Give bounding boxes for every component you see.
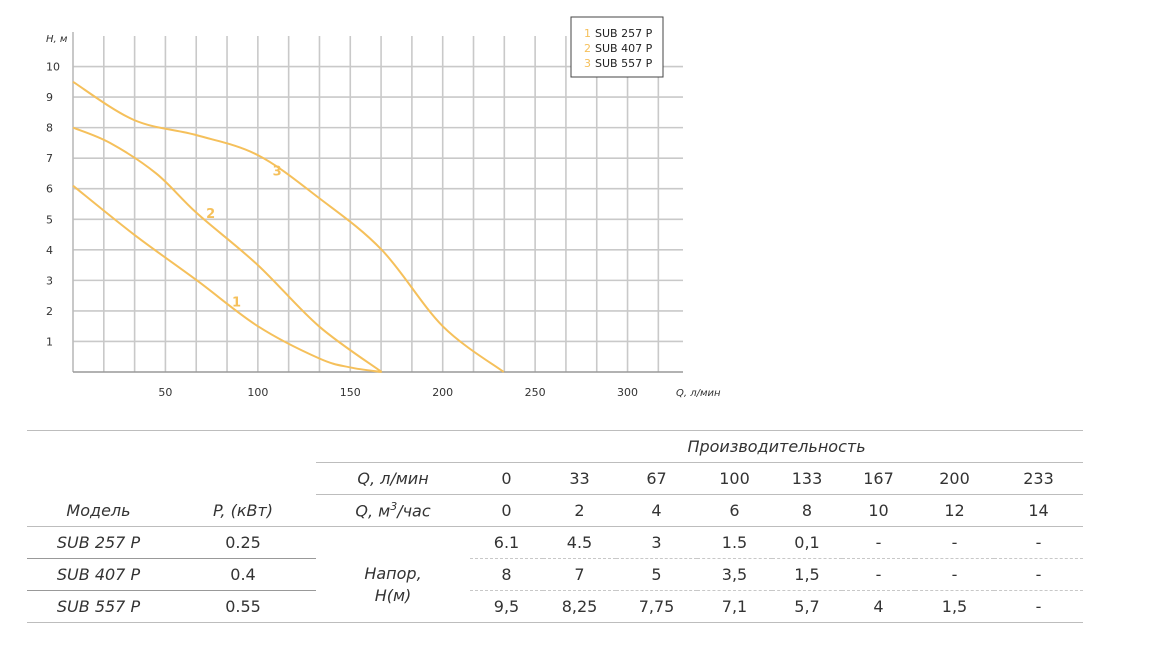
head-value: 9,5 xyxy=(470,590,543,623)
x-tick-label: 150 xyxy=(340,386,361,399)
series-number-label: 1 xyxy=(232,296,241,311)
legend-entry: SUB 557 P xyxy=(595,57,653,70)
legend-number: 2 xyxy=(584,42,591,55)
q-lmin-value: 67 xyxy=(616,462,697,495)
model-name: SUB 557 P xyxy=(27,590,170,623)
q-m3-value: 14 xyxy=(994,494,1084,527)
q-lmin-value: 233 xyxy=(994,462,1084,495)
q-lmin-value: 100 xyxy=(697,462,772,495)
y-tick-label: 3 xyxy=(46,274,53,287)
q-m3-value: 0 xyxy=(470,494,543,527)
chart-legend: 1 SUB 257 P 2 SUB 407 P 3 SUB 557 P xyxy=(570,16,664,78)
head-value: - xyxy=(994,558,1084,591)
q-m3-value: 6 xyxy=(697,494,772,527)
y-axis-label: H, м xyxy=(46,34,68,45)
table-row: SUB 557 P 0.55 9,5 8,25 7,75 7,1 5,7 4 1… xyxy=(27,590,1084,623)
performance-section-title: Производительность xyxy=(470,430,1084,463)
legend-entry: SUB 257 P xyxy=(595,27,653,40)
head-value: 5 xyxy=(616,558,697,591)
head-value: - xyxy=(1035,533,1042,552)
x-tick-label: 300 xyxy=(617,386,638,399)
y-tick-label: 4 xyxy=(46,244,53,257)
series-line-3 xyxy=(72,80,505,373)
legend-box xyxy=(570,16,664,78)
head-label: Напор, Н(м) xyxy=(316,526,470,623)
head-value: 7,1 xyxy=(697,590,772,623)
model-name: SUB 257 P xyxy=(56,533,141,552)
pump-performance-chart: 50 100 150 200 250 300 1 2 3 4 5 6 7 8 9 10 H, м Q, л/м… xyxy=(46,16,721,399)
q-lmin-label: Q, л/мин xyxy=(316,462,470,495)
q-lmin-value: 167 xyxy=(842,462,915,495)
y-tick-label: 6 xyxy=(46,183,53,196)
head-value: - xyxy=(875,533,882,552)
series-number-label: 3 xyxy=(273,164,282,179)
head-value: 3,5 xyxy=(697,558,772,591)
power-value: 0.4 xyxy=(170,558,316,591)
y-tick-label: 9 xyxy=(46,91,53,104)
power-value: 0.55 xyxy=(170,590,316,623)
series-line-1 xyxy=(72,184,382,373)
q-lmin-value: 133 xyxy=(772,462,842,495)
head-value: 6.1 xyxy=(493,533,520,552)
chart-grid xyxy=(72,32,683,373)
x-tick-label: 50 xyxy=(158,386,172,399)
head-value: - xyxy=(994,590,1084,623)
head-value: 1,5 xyxy=(772,558,842,591)
model-name: SUB 407 P xyxy=(27,558,170,591)
legend-number: 1 xyxy=(584,27,591,40)
head-value: 8 xyxy=(470,558,543,591)
q-m3-value: 12 xyxy=(915,494,994,527)
q-lmin-value: 33 xyxy=(543,462,616,495)
q-lmin-value: 200 xyxy=(915,462,994,495)
q-m3-value: 2 xyxy=(543,494,616,527)
q-lmin-value: 0 xyxy=(470,462,543,495)
x-tick-label: 200 xyxy=(432,386,453,399)
legend-number: 3 xyxy=(584,57,591,70)
x-tick-label: 250 xyxy=(525,386,546,399)
head-value: - xyxy=(842,558,915,591)
head-value: 4.5 xyxy=(566,533,593,552)
table-row: SUB 257 P 0.25 Напор, Н(м) 6.1 4.5 3 1.5 … xyxy=(27,526,1083,623)
q-m3-value: 10 xyxy=(842,494,915,527)
series-number-label: 2 xyxy=(206,207,215,222)
model-header: Модель xyxy=(27,494,170,527)
head-value: 7,75 xyxy=(616,590,697,623)
x-axis-label: Q, л/мин xyxy=(676,388,721,399)
y-tick-label: 7 xyxy=(46,152,53,165)
y-tick-label: 10 xyxy=(46,61,60,74)
y-tick-label: 5 xyxy=(46,213,53,226)
chart-series: 1 2 3 xyxy=(72,80,505,373)
head-value: 8,25 xyxy=(543,590,616,623)
power-value: 0.25 xyxy=(225,533,261,552)
head-value: 1,5 xyxy=(915,590,994,623)
head-value: - xyxy=(915,558,994,591)
legend-entry: SUB 407 P xyxy=(595,42,653,55)
q-m3-value: 4 xyxy=(616,494,697,527)
power-header: P, (кВт) xyxy=(170,494,316,527)
series-line-2 xyxy=(72,126,383,373)
y-tick-label: 1 xyxy=(46,335,53,348)
q-m3-label: Q, м3/час xyxy=(316,494,470,527)
head-value: 5,7 xyxy=(772,590,842,623)
performance-table: Производительность Q, л/мин 0 33 67 100 … xyxy=(27,430,1084,623)
head-value: - xyxy=(951,533,958,552)
table-row: SUB 407 P 0.4 8 7 5 3,5 1,5 - - - xyxy=(27,558,1084,591)
y-tick-label: 8 xyxy=(46,122,53,135)
chart-tick-labels: 50 100 150 200 250 300 1 2 3 4 5 6 7 8 9 10 xyxy=(46,61,638,399)
y-tick-label: 2 xyxy=(46,305,53,318)
q-m3-value: 8 xyxy=(772,494,842,527)
x-tick-label: 100 xyxy=(247,386,268,399)
head-value: 7 xyxy=(543,558,616,591)
head-value: 0,1 xyxy=(794,533,820,552)
head-value: 3 xyxy=(651,533,662,552)
head-value: 4 xyxy=(842,590,915,623)
head-value: 1.5 xyxy=(721,533,748,552)
